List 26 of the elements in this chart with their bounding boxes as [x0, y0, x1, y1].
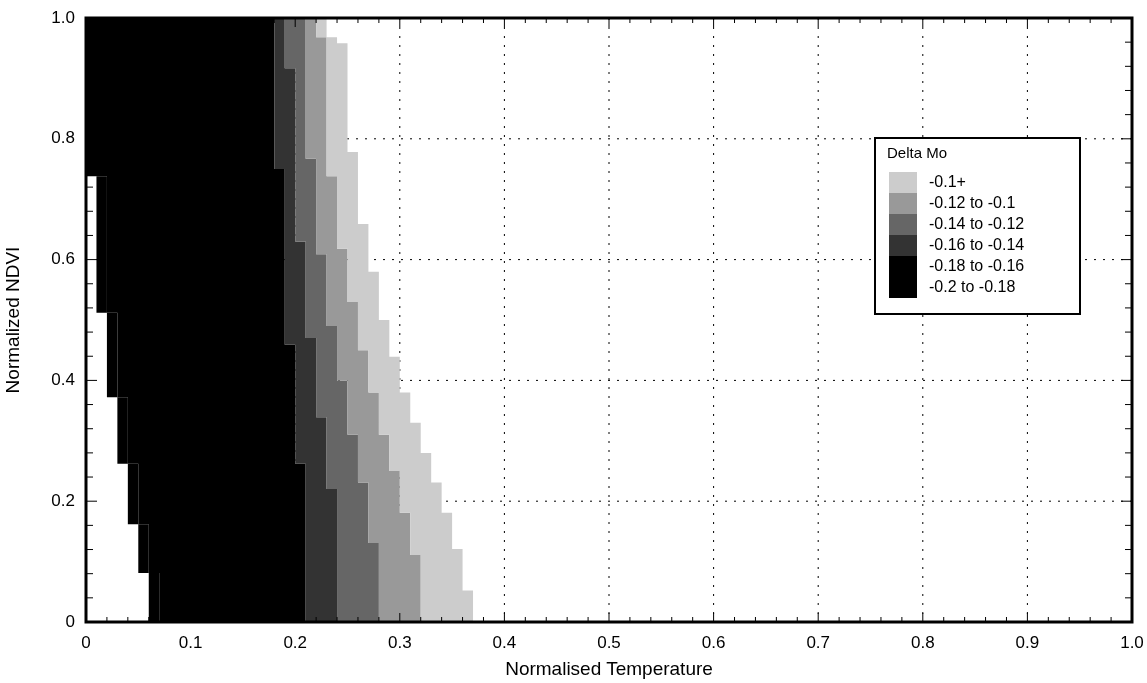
y-tick-label: 1.0	[51, 7, 75, 27]
x-tick-label: 0.9	[1015, 632, 1040, 652]
legend-title: Delta Mo	[887, 144, 948, 162]
legend-label: -0.18 to -0.16	[929, 256, 1025, 274]
x-tick-label: 0.3	[387, 632, 412, 652]
x-tick-label: 1.0	[1120, 632, 1144, 652]
y-tick-label: 0.8	[51, 128, 75, 148]
y-tick-label: 0.4	[51, 370, 75, 390]
y-tick-label: 0.2	[51, 490, 75, 510]
x-tick-label: 0.6	[701, 632, 726, 652]
legend-label: -0.2 to -0.18	[929, 277, 1016, 295]
x-tick-label: 0	[81, 632, 91, 652]
x-axis-title: Normalised Temperature	[505, 657, 713, 679]
x-tick-label: 0.8	[910, 632, 935, 652]
legend-label: -0.16 to -0.14	[929, 235, 1025, 253]
y-tick-label: 0.6	[51, 249, 75, 269]
x-tick-label: 0.5	[597, 632, 621, 652]
x-tick-label: 0.2	[283, 632, 308, 652]
legend-label: -0.14 to -0.12	[929, 214, 1025, 232]
y-axis-title: Normalized NDVI	[1, 246, 23, 394]
x-tick-label: 0.4	[492, 632, 517, 652]
x-tick-label: 0.1	[178, 632, 203, 652]
y-tick-label: 0	[65, 611, 75, 631]
x-tick-label: 0.7	[806, 632, 831, 652]
legend-label: -0.12 to -0.1	[929, 193, 1016, 211]
legend-label: -0.1+	[929, 172, 966, 190]
